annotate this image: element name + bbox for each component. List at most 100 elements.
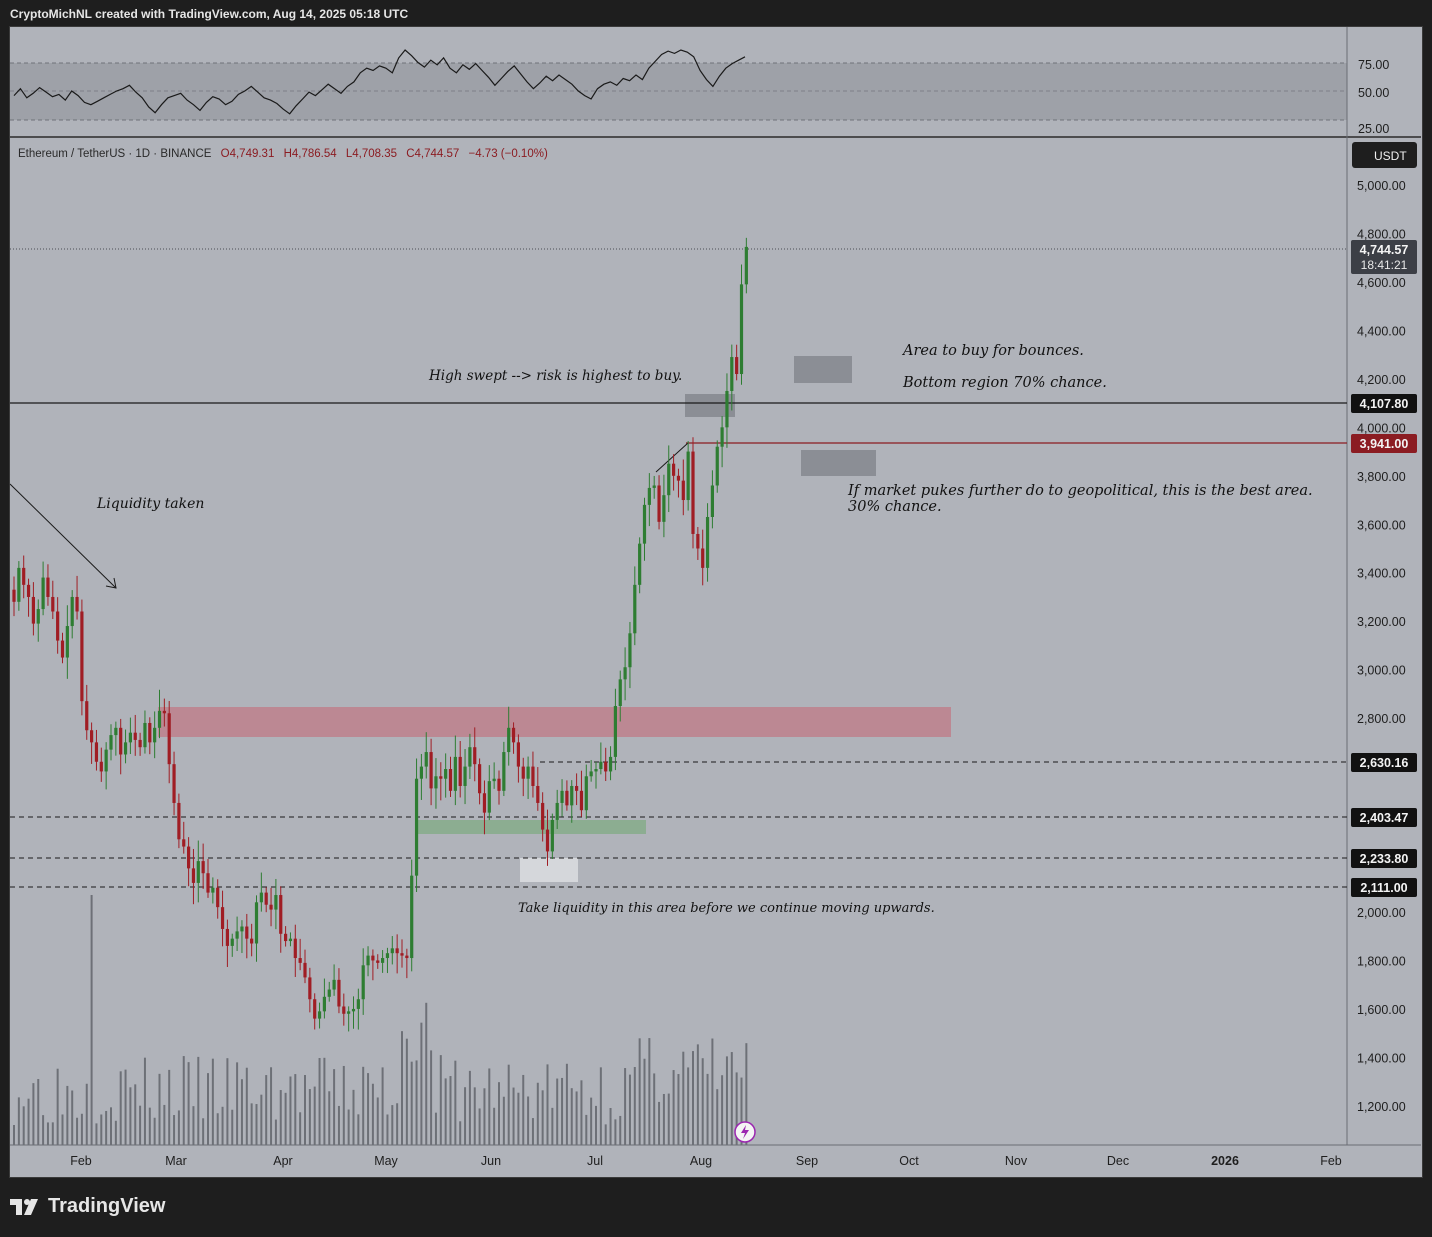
buy-box-lower[interactable]: [801, 450, 876, 476]
candle-body: [667, 463, 671, 496]
volume-bar: [658, 1101, 661, 1145]
volume-bar: [294, 1074, 297, 1145]
volume-bar: [478, 1108, 481, 1145]
candle-body: [390, 948, 394, 954]
candle-body: [70, 596, 74, 627]
price-level-text: 3,941.00: [1360, 437, 1409, 451]
resistance-zone[interactable]: [158, 707, 951, 737]
candle-body: [516, 742, 520, 767]
candle-body: [531, 766, 535, 786]
candle-body: [196, 861, 200, 883]
candle-body: [725, 390, 729, 428]
price-level-label: [1351, 394, 1417, 413]
candle-body: [361, 965, 365, 1000]
volume-bar: [459, 1121, 462, 1145]
candle-body: [80, 611, 84, 702]
currency-label: USDT: [1374, 149, 1407, 163]
price-tick-label: 3,000.00: [1357, 664, 1406, 678]
note-area-buy: Area to buy for bounces.: [901, 343, 1084, 359]
candle-body: [269, 904, 273, 910]
candle-body: [608, 756, 613, 772]
candle-body: [114, 727, 118, 736]
buy-box-upper[interactable]: [794, 356, 852, 383]
candle-body: [647, 487, 651, 505]
support-zone[interactable]: [418, 820, 646, 834]
candle-body: [594, 769, 598, 772]
swept-box[interactable]: [685, 394, 735, 417]
volume-bar: [163, 1104, 166, 1145]
flash-icon[interactable]: [734, 1121, 756, 1143]
note-take-liquidity: Take liquidity in this area before we co…: [518, 901, 935, 916]
volume-bar: [114, 1120, 117, 1145]
price-level-text: 2,630.16: [1360, 756, 1409, 770]
candle-body: [618, 679, 622, 707]
candle-body: [56, 611, 60, 641]
volume-bar: [590, 1097, 593, 1145]
volume-bar: [595, 1105, 597, 1145]
candle-body: [735, 357, 739, 375]
attribution-header: CryptoMichNL created with TradingView.co…: [10, 7, 409, 21]
candle-body: [337, 979, 341, 1007]
volume-bar: [376, 1097, 379, 1145]
volume-bar: [337, 1105, 340, 1145]
currency-button[interactable]: USDT: [1352, 142, 1417, 168]
volume-bar: [410, 1061, 413, 1145]
candle-body: [710, 485, 714, 517]
note-pukes-line1: If market pukes further do to geopolitic…: [847, 483, 1313, 499]
candle-body: [85, 701, 89, 731]
candle-body: [550, 819, 554, 852]
candle-body: [90, 730, 94, 743]
volume-bar: [614, 1119, 617, 1145]
price-level-text: 2,111.00: [1360, 881, 1407, 895]
time-axis[interactable]: Feb Mar Apr May Jun Jul Aug Sep Oct Nov Dec 2026 Feb: [70, 1154, 1342, 1168]
volume-bar: [304, 1075, 306, 1145]
volume-bar: [51, 1122, 54, 1145]
candle-body: [478, 764, 482, 794]
candle-body: [599, 761, 603, 770]
liquidity-box[interactable]: [520, 858, 578, 882]
volume-bar: [425, 1002, 428, 1145]
volume-bar: [493, 1107, 496, 1145]
candle-body: [259, 892, 263, 903]
price-level-label: [1351, 878, 1417, 897]
price-level-text: 2,233.80: [1360, 852, 1409, 866]
volume-bar: [565, 1063, 568, 1145]
candle-body: [308, 977, 312, 1000]
candle-body: [502, 752, 506, 791]
volume-bar: [168, 1069, 171, 1145]
volume-bar: [667, 1093, 670, 1145]
price-tick-label: 3,800.00: [1357, 470, 1406, 484]
volume-bar: [575, 1091, 578, 1145]
liquidity-arrow-head: [105, 577, 117, 589]
symbol-legend: Ethereum / TetherUS · 1D · BINANCE O4,74…: [18, 148, 548, 160]
note-high-swept: High swept --> risk is highest to buy.: [428, 368, 682, 384]
candle-body: [65, 626, 69, 658]
volume-bar: [119, 1071, 122, 1145]
time-tick-label: Dec: [1107, 1154, 1129, 1168]
volume-bar: [730, 1052, 733, 1145]
candle-body: [317, 1011, 322, 1019]
volume-bar: [371, 1083, 374, 1145]
rsi-tick-label: 50.00: [1358, 86, 1389, 100]
candle-body: [31, 596, 35, 624]
volume-bar: [468, 1070, 471, 1145]
candle-body: [526, 766, 530, 779]
liquidity-arrow-line[interactable]: [9, 483, 117, 589]
candle-body: [681, 480, 685, 501]
time-tick-label: May: [374, 1154, 398, 1168]
candle-body: [652, 485, 656, 488]
volume-bar: [226, 1058, 229, 1145]
volume-bar: [381, 1067, 384, 1145]
volume-bar: [648, 1038, 651, 1145]
swept-trend-line[interactable]: [655, 442, 689, 473]
volume-bar: [405, 1038, 408, 1145]
volume-bar: [313, 1086, 316, 1145]
time-tick-label: Feb: [70, 1154, 92, 1168]
price-axis[interactable]: 5,000.00 4,800.00 4,600.00 4,400.00 4,200.00…: [1357, 179, 1406, 1114]
price-tick-label: 2,800.00: [1357, 712, 1406, 726]
volume-bar: [192, 1106, 195, 1145]
price-tick-label: 2,000.00: [1357, 906, 1406, 920]
volume-bar: [270, 1067, 273, 1145]
